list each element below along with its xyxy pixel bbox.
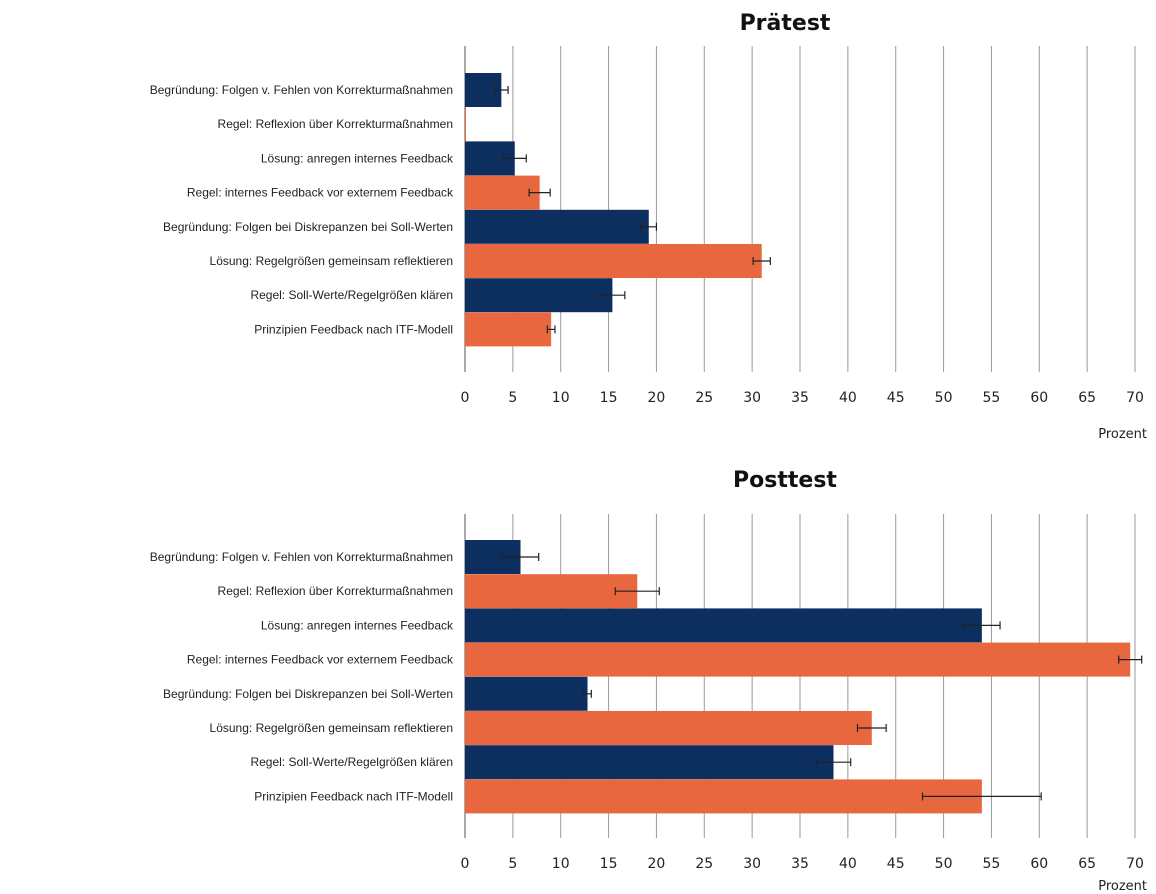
x-tick-label: 40	[839, 390, 857, 406]
category-label: Begründung: Folgen v. Fehlen von Korrekt…	[150, 550, 453, 564]
category-label: Regel: internes Feedback vor externem Fe…	[187, 653, 454, 667]
x-tick-label: 55	[983, 390, 1001, 406]
bar	[465, 312, 552, 347]
bar	[465, 676, 588, 711]
chart-title: Prätest	[740, 11, 831, 36]
chart-title: Posttest	[733, 468, 837, 493]
category-label: Begründung: Folgen bei Diskrepanzen bei …	[163, 687, 453, 701]
category-label: Lösung: Regelgrößen gemeinsam reflektier…	[210, 721, 453, 735]
x-tick-label: 35	[791, 856, 809, 872]
x-tick-label: 5	[508, 390, 517, 406]
x-tick-label: 45	[887, 390, 905, 406]
x-tick-label: 30	[743, 390, 761, 406]
category-label: Begründung: Folgen v. Fehlen von Korrekt…	[150, 83, 453, 97]
x-tick-label: 10	[552, 390, 570, 406]
category-label: Begründung: Folgen bei Diskrepanzen bei …	[163, 220, 453, 234]
category-label: Prinzipien Feedback nach ITF-Modell	[254, 322, 453, 336]
category-label: Lösung: Regelgrößen gemeinsam reflektier…	[210, 254, 453, 268]
x-tick-label: 55	[983, 856, 1001, 872]
x-tick-label: 30	[743, 856, 761, 872]
bar	[465, 574, 638, 609]
x-tick-label: 50	[935, 390, 953, 406]
x-tick-label: 45	[887, 856, 905, 872]
bar	[465, 779, 982, 814]
bar	[465, 175, 540, 210]
x-tick-label: 10	[552, 856, 570, 872]
x-tick-label: 35	[791, 390, 809, 406]
bar	[465, 107, 466, 142]
x-tick-label: 5	[508, 856, 517, 872]
category-label: Regel: Soll-Werte/Regelgrößen klären	[250, 755, 453, 769]
x-tick-label: 15	[600, 856, 618, 872]
x-tick-label: 0	[461, 856, 470, 872]
category-label: Lösung: anregen internes Feedback	[261, 151, 454, 165]
bar	[465, 278, 613, 313]
category-label: Regel: Reflexion über Korrekturmaßnahmen	[218, 117, 453, 131]
x-tick-label: 50	[935, 856, 953, 872]
category-label: Regel: Reflexion über Korrekturmaßnahmen	[218, 584, 453, 598]
x-axis-label: Prozent	[1098, 427, 1147, 442]
chart-panel-2: Posttest 0 5 10 15 20 25 30 35 40 45 50 55 60 65 70 Proz…	[150, 468, 1147, 894]
bar	[465, 608, 982, 643]
x-tick-label: 70	[1126, 390, 1144, 406]
bar	[465, 244, 762, 278]
x-tick-label: 60	[1030, 390, 1048, 406]
bar	[465, 209, 649, 244]
x-tick-label: 25	[695, 390, 713, 406]
category-label: Lösung: anregen internes Feedback	[261, 618, 454, 632]
category-label: Regel: Soll-Werte/Regelgrößen klären	[250, 288, 453, 302]
category-label: Regel: internes Feedback vor externem Fe…	[187, 186, 454, 200]
category-label: Prinzipien Feedback nach ITF-Modell	[254, 789, 453, 803]
x-tick-label: 20	[648, 390, 666, 406]
x-tick-label: 65	[1078, 856, 1096, 872]
x-tick-label: 65	[1078, 390, 1096, 406]
x-tick-label: 60	[1030, 856, 1048, 872]
x-tick-label: 40	[839, 856, 857, 872]
x-tick-label: 20	[648, 856, 666, 872]
x-tick-label: 25	[695, 856, 713, 872]
x-tick-label: 15	[600, 390, 618, 406]
x-tick-label: 70	[1126, 856, 1144, 872]
x-axis-label: Prozent	[1098, 879, 1147, 894]
x-tick-label: 0	[461, 390, 470, 406]
bar	[465, 745, 834, 780]
bar	[465, 642, 1131, 677]
chart-panel-1: Prätest 0 5 10 15 20 25 30 35 40 45 50 55 60 65 70 Proze…	[150, 11, 1147, 442]
bar	[465, 711, 872, 745]
